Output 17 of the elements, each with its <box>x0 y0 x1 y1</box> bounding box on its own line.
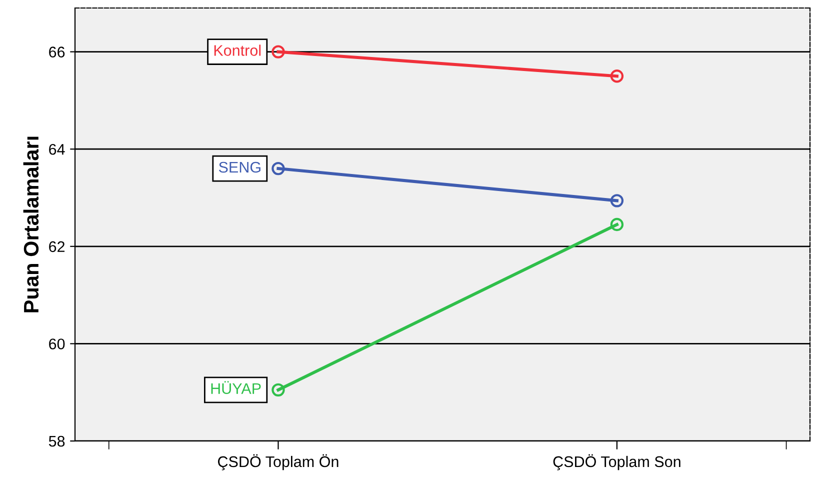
y-tick-label: 64 <box>49 144 65 155</box>
x-tick-label: ÇSDÖ Toplam Son <box>553 454 680 470</box>
y-axis-title: Puan Ortalamaları <box>23 136 39 312</box>
y-tick-label: 58 <box>48 436 65 447</box>
y-tick-label: 66 <box>49 46 65 58</box>
point <box>272 383 285 397</box>
point <box>610 194 624 208</box>
series-label: SENG <box>218 162 260 173</box>
point <box>610 218 624 232</box>
x-tick-label: ÇSDÖ Toplam Ön <box>218 454 338 470</box>
y-tick-label: 62 <box>49 241 65 252</box>
point <box>272 45 285 58</box>
series-label: HÜYAP <box>211 381 261 394</box>
y-tick-label: 60 <box>49 338 65 350</box>
point <box>610 70 624 83</box>
series-label: Kontrol <box>214 44 261 56</box>
point <box>272 162 285 176</box>
